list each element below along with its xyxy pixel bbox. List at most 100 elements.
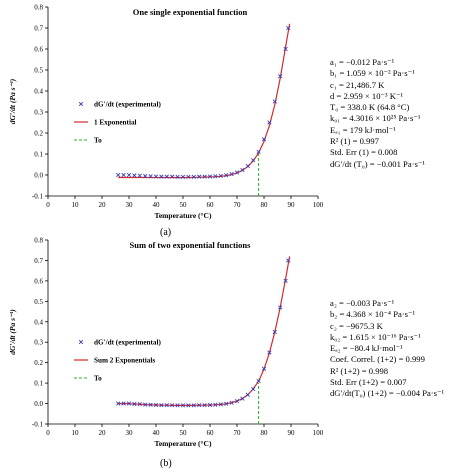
legend-label: Sum 2 Exponentials (94, 357, 155, 365)
data-point (197, 403, 202, 408)
data-point (245, 392, 250, 397)
x-tick-label: 30 (126, 201, 134, 209)
y-tick-label: 0.0 (34, 400, 43, 408)
data-point (283, 46, 288, 52)
param-line: Std. Err (1+2) = 0.007 (330, 377, 407, 388)
data-point (164, 174, 169, 179)
x-tick-label: 30 (126, 429, 134, 437)
x-axis-label: Temperature (°C) (155, 211, 212, 220)
x-tick-label: 60 (207, 429, 215, 437)
data-point (218, 173, 223, 178)
data-point (191, 174, 196, 180)
x-tick-label: 100 (313, 201, 324, 209)
data-point (245, 163, 250, 169)
x-tick-label: 90 (288, 429, 296, 437)
data-point (159, 174, 164, 179)
data-point (207, 402, 213, 408)
parameters-panel-b: a₂ = −0.003 Pa·s⁻¹ b₂ = 4.368 × 10⁻⁴ Pa·… (330, 298, 444, 400)
x-tick-label: 80 (261, 201, 269, 209)
param-line: c₂ = −9675.3 K (330, 320, 383, 331)
x-tick-label: 70 (234, 429, 242, 437)
x-tick-label: 0 (46, 429, 50, 437)
x-tick-label: 10 (72, 429, 80, 437)
param-line: T₀ = 338.0 K (64.8 °C) (330, 102, 410, 113)
data-point (186, 403, 191, 408)
data-point (286, 25, 291, 31)
x-axis-label: Temperature (°C) (155, 439, 212, 448)
x-tick-label: 20 (99, 429, 107, 437)
data-point (229, 400, 234, 405)
legend-label: dG′/dt (experimental) (94, 339, 162, 347)
data-point (251, 157, 256, 163)
data-point (116, 172, 121, 178)
param-line: a₂ = −0.003 Pa·s⁻¹ (330, 298, 395, 308)
x-tick-label: 40 (153, 201, 161, 209)
data-point (116, 401, 121, 406)
parameters-panel-a: a₁ = −0.012 Pa·s⁻¹ b₁ = 1.059 × 10⁻² Pa·… (330, 57, 425, 170)
data-point (267, 120, 272, 125)
y-tick-label: 0.1 (34, 380, 43, 388)
panel-caption-b: (b) (160, 458, 172, 469)
data-point (202, 174, 207, 179)
param-line: dG′/dt(T₀) (1+2) = −0.004 Pa·s⁻¹ (330, 388, 445, 399)
param-line: c₁ = 21,486.7 K (330, 79, 385, 90)
data-point (126, 172, 132, 178)
data-point (175, 174, 180, 180)
chart-a: -0.1 0.0 0.1 0.2 0.3 0.4 0.5 0.6 0.7 0.8 0 10 20 30 40… (8, 4, 324, 221)
param-line: b₂ = 4.368 × 10⁻⁴ Pa·s⁻¹ (330, 309, 416, 320)
y-tick-label: 0.6 (34, 277, 43, 285)
x-tick-label: 40 (153, 429, 161, 437)
param-line: Eₐ₁ = 179 kJ·mol⁻¹ (330, 124, 396, 135)
x-tick-label: 20 (99, 201, 107, 209)
data-point (126, 401, 132, 406)
x-tick-label: 10 (72, 201, 80, 209)
y-axis-label: dG′/dt (Pa s⁻¹) (8, 78, 17, 124)
data-point (180, 174, 186, 180)
data-point (256, 378, 261, 384)
x-tick-label: 50 (180, 201, 188, 209)
param-line: Coef. Correl. (1+2) = 0.999 (330, 354, 425, 365)
data-point (261, 137, 267, 142)
data-point (121, 172, 126, 178)
data-point (251, 386, 256, 392)
data-point (272, 329, 277, 335)
y-tick-label: -0.1 (32, 193, 44, 201)
data-point (191, 403, 196, 408)
data-point (283, 278, 288, 284)
y-tick-label: 0.4 (34, 318, 43, 326)
data-point (240, 396, 245, 401)
y-tick-label: 0.6 (34, 46, 43, 54)
param-line: b₁ = 1.059 × 10⁻² Pa·s⁻¹ (330, 68, 415, 79)
y-tick-label: 0.1 (34, 151, 43, 159)
y-tick-label: 0.2 (34, 359, 43, 367)
y-tick-label: 0.5 (34, 298, 43, 306)
param-line: d = 2.959 × 10⁻³ K⁻¹ (330, 90, 404, 101)
chart-title: One single exponential function (133, 7, 248, 17)
legend-label: 1 Exponential (94, 119, 137, 127)
data-point (213, 402, 218, 407)
x-tick-label: 0 (46, 201, 50, 209)
data-point (272, 99, 277, 104)
data-point (153, 402, 159, 408)
data-point (159, 403, 164, 408)
data-point (132, 401, 137, 407)
data-point (224, 173, 229, 178)
y-tick-label: 0.4 (34, 88, 43, 96)
data-point (278, 305, 283, 310)
y-tick-label: 0.3 (34, 109, 43, 117)
data-point (278, 74, 283, 79)
param-line: dG′/dt (T₀) = −0.001 Pa·s⁻¹ (330, 158, 425, 169)
data-point (224, 401, 229, 406)
data-point (121, 401, 126, 406)
y-tick-label: 0.5 (34, 67, 43, 75)
param-line: R² (1+2) = 0.998 (330, 365, 389, 376)
data-point (137, 402, 142, 407)
data-point (267, 350, 272, 355)
param-line: R² (1) = 0.997 (330, 136, 379, 147)
legend-label: dG′/dt (experimental) (94, 101, 162, 109)
y-tick-label: 0.7 (34, 257, 43, 265)
x-tick-label: 80 (261, 429, 269, 437)
y-tick-label: 0.7 (34, 25, 43, 33)
y-tick-label: 0.2 (34, 130, 43, 138)
